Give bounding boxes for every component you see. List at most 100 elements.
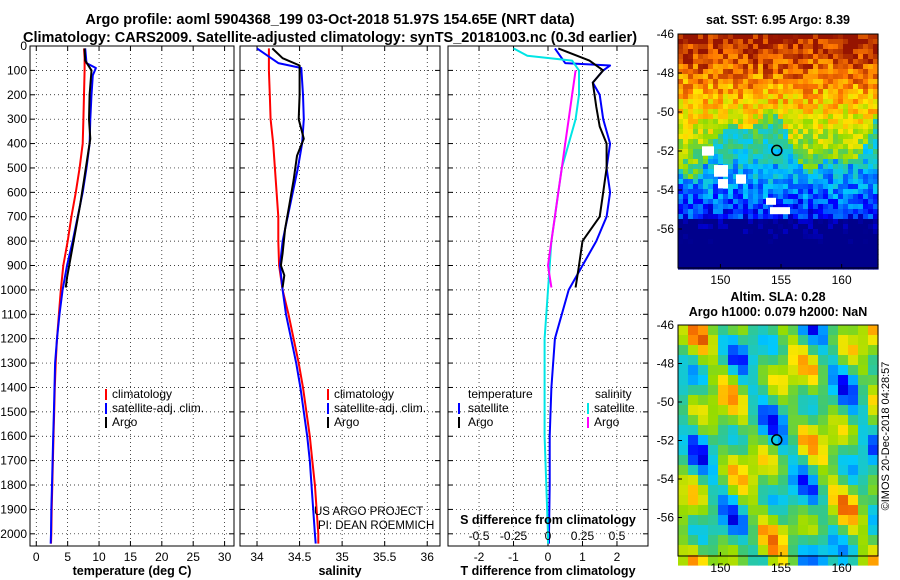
heatmap-cell: [838, 475, 849, 486]
heatmap-cell: [708, 54, 714, 60]
heatmap-cell: [788, 139, 794, 145]
heatmap-cell: [698, 435, 709, 446]
heatmap-cell: [843, 124, 849, 130]
heatmap-cell: [723, 204, 729, 210]
heatmap-cell: [763, 84, 769, 90]
heatmap-cell: [683, 79, 689, 85]
heatmap-cell: [788, 109, 794, 115]
heatmap-cell: [868, 425, 879, 436]
heatmap-cell: [863, 144, 869, 150]
heatmap-cell: [863, 159, 869, 165]
heatmap-cell: [788, 505, 799, 516]
heatmap-cell: [688, 174, 694, 180]
heatmap-cell: [728, 204, 734, 210]
heatmap-cell: [853, 219, 859, 225]
heatmap-cell: [798, 194, 804, 200]
heatmap-cell: [758, 94, 764, 100]
heatmap-cell: [798, 505, 809, 516]
heatmap-cell: [803, 64, 809, 70]
heatmap-cell: [698, 249, 704, 255]
heatmap-cell: [708, 184, 714, 190]
heatmap-cell: [758, 259, 764, 265]
heatmap-cell: [703, 139, 709, 145]
heatmap-cell: [698, 119, 704, 125]
heatmap-cell: [758, 495, 769, 506]
heatmap-cell: [693, 179, 699, 185]
heatmap-cell: [768, 59, 774, 65]
heatmap-cell: [763, 229, 769, 235]
heatmap-cell: [758, 129, 764, 135]
heatmap-cell: [708, 525, 719, 536]
heatmap-cell: [768, 214, 774, 220]
heatmap-cell: [728, 169, 734, 175]
heatmap-cell: [708, 355, 719, 366]
heatmap-cell: [728, 89, 734, 95]
heatmap-cell: [713, 199, 719, 205]
heatmap-cell: [863, 119, 869, 125]
heatmap-cell: [768, 119, 774, 125]
heatmap-cell: [708, 239, 714, 245]
heatmap-cell: [818, 224, 824, 230]
heatmap-cell: [703, 69, 709, 75]
heatmap-cell: [738, 84, 744, 90]
heatmap-cell: [813, 204, 819, 210]
heatmap-cell: [833, 69, 839, 75]
heatmap-cell: [798, 425, 809, 436]
heatmap-cell: [828, 219, 834, 225]
heatmap-cell: [703, 154, 709, 160]
heatmap-cell: [793, 154, 799, 160]
heatmap-cell: [818, 74, 824, 80]
heatmap-cell: [798, 44, 804, 50]
heatmap-cell: [863, 44, 869, 50]
heatmap-cell: [838, 129, 844, 135]
heatmap-cell: [728, 214, 734, 220]
heatmap-cell: [813, 149, 819, 155]
heatmap-cell: [733, 174, 739, 180]
heatmap-cell: [788, 194, 794, 200]
heatmap-cell: [848, 365, 859, 376]
heatmap-cell: [678, 154, 684, 160]
heatmap-cell: [873, 59, 879, 65]
heatmap-cell: [853, 204, 859, 210]
heatmap-cell: [718, 515, 729, 526]
heatmap-cell: [763, 244, 769, 250]
heatmap-cell: [808, 214, 814, 220]
heatmap-cell: [798, 134, 804, 140]
y-tick-label: -46: [657, 27, 675, 41]
heatmap-cell: [793, 119, 799, 125]
heatmap-cell: [868, 34, 874, 40]
heatmap-cell: [788, 164, 794, 170]
heatmap-cell: [708, 485, 719, 496]
heatmap-cell: [783, 124, 789, 130]
heatmap-cell: [763, 34, 769, 40]
heatmap-cell: [828, 109, 834, 115]
heatmap-cell: [713, 174, 719, 180]
heatmap-cell: [848, 69, 854, 75]
legend-entry: satellite-adj. clim.: [334, 401, 426, 415]
y-tick-label: 1500: [0, 405, 27, 419]
heatmap-cell: [858, 365, 869, 376]
heatmap-cell: [678, 385, 689, 396]
heatmap-cell: [718, 445, 729, 456]
heatmap-cell: [778, 375, 789, 386]
heatmap-cell: [683, 134, 689, 140]
heatmap-cell: [798, 405, 809, 416]
heatmap-cell: [743, 164, 749, 170]
heatmap-cell: [863, 69, 869, 75]
heatmap-cell: [858, 114, 864, 120]
heatmap-cell: [843, 194, 849, 200]
heatmap-cell: [748, 219, 754, 225]
heatmap-cell: [748, 355, 759, 366]
heatmap-cell: [708, 335, 719, 346]
heatmap-cell: [728, 189, 734, 195]
heatmap-cell: [788, 104, 794, 110]
heatmap-cell: [793, 219, 799, 225]
heatmap-cell: [788, 495, 799, 506]
heatmap-cell: [708, 159, 714, 165]
heatmap-cell: [708, 375, 719, 386]
heatmap-cell: [818, 139, 824, 145]
heatmap-cell: [798, 89, 804, 95]
heatmap-cell: [693, 59, 699, 65]
heatmap-cell: [853, 184, 859, 190]
heatmap-cell: [683, 254, 689, 260]
